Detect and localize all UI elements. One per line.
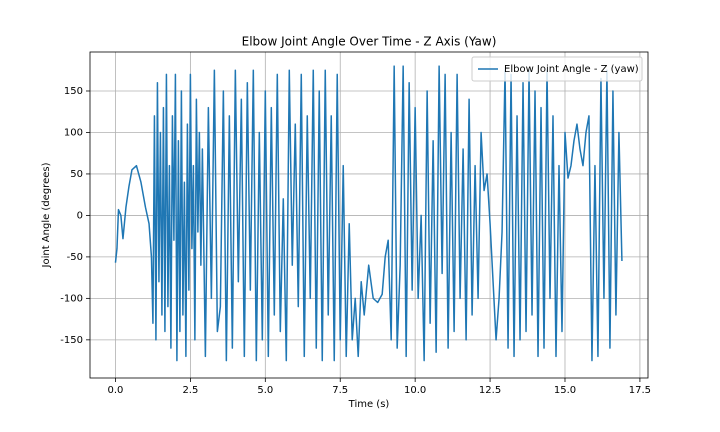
x-tick-label: 15.0 — [554, 385, 576, 396]
x-tick-label: 2.5 — [182, 385, 198, 396]
y-tick-label: -50 — [67, 252, 83, 263]
legend-box — [471, 56, 643, 82]
y-tick-label: 100 — [64, 127, 83, 138]
plot-frame — [89, 51, 649, 379]
x-tick-label: 5.0 — [257, 385, 273, 396]
x-tick-label: 7.5 — [332, 385, 348, 396]
y-tick-label: -150 — [60, 335, 83, 346]
y-tick-label: 0 — [77, 210, 83, 221]
y-tick-label: -100 — [60, 293, 83, 304]
x-tick-label: 0.0 — [108, 385, 124, 396]
y-axis-label: Joint Angle (degrees) — [41, 162, 52, 268]
legend-label: Elbow Joint Angle - Z (yaw) — [504, 64, 639, 75]
y-tick-label: 50 — [70, 169, 83, 180]
x-tick-label: 17.5 — [629, 385, 651, 396]
x-axis-label: Time (s) — [348, 399, 390, 410]
x-tick-label: 10.0 — [404, 385, 426, 396]
x-tick-label: 12.5 — [479, 385, 501, 396]
data-line — [114, 65, 623, 362]
chart-title: Elbow Joint Angle Over Time - Z Axis (Ya… — [242, 35, 497, 49]
y-tick-label: 150 — [64, 86, 83, 97]
